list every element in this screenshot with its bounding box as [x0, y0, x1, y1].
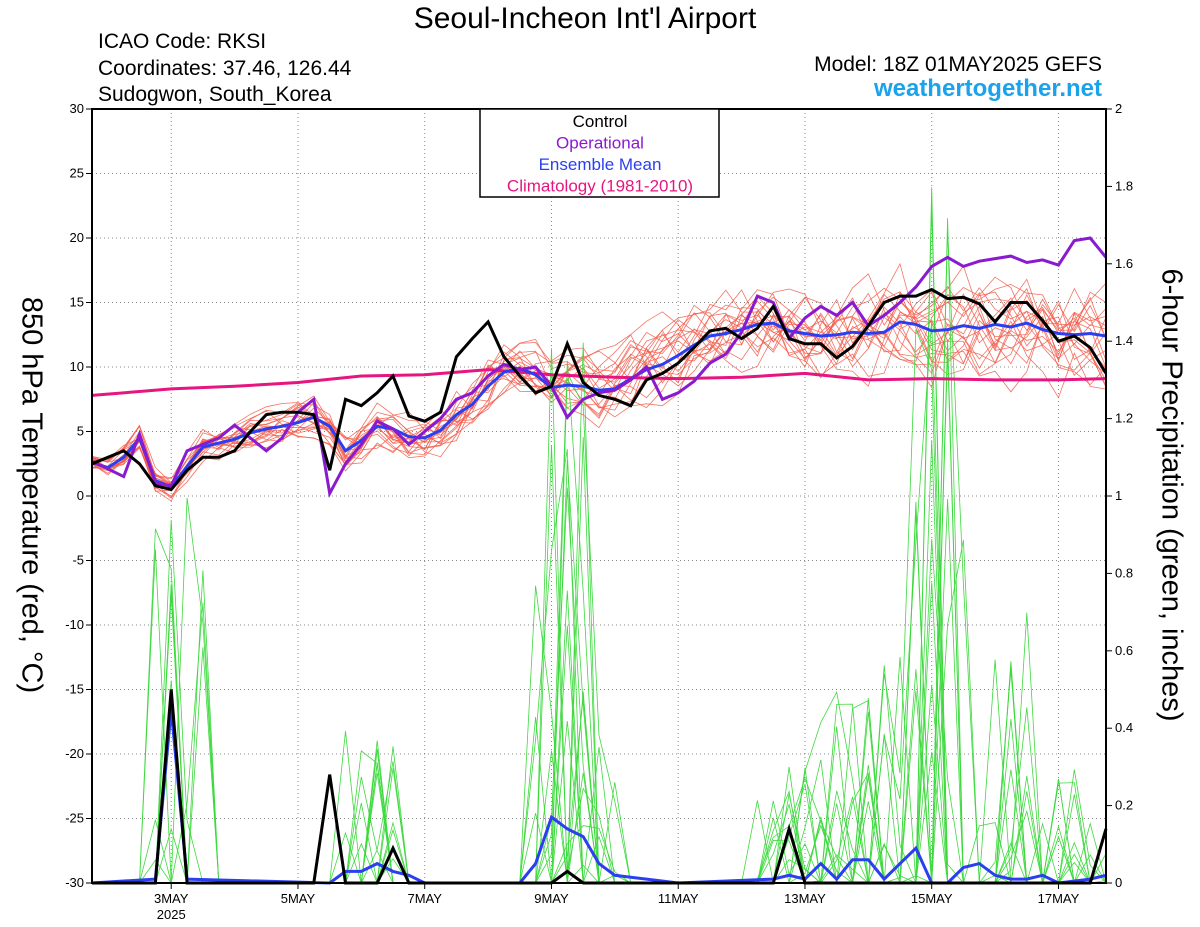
y-tick-label-right: 1	[1115, 488, 1122, 503]
x-tick-label: 7MAY	[408, 891, 443, 906]
y-tick-label-left: 10	[70, 359, 84, 374]
temperature-member-line	[91, 293, 1107, 488]
y-tick-label-right: 2	[1115, 101, 1122, 116]
ensemble-members	[91, 187, 1107, 885]
temperature-member-line	[91, 283, 1107, 480]
control-precipitation-line	[92, 689, 1108, 885]
y-tick-label-left: 5	[77, 424, 84, 439]
y-tick-label-left: 15	[70, 295, 84, 310]
y-tick-label-right: 0.8	[1115, 565, 1133, 580]
y-tick-label-right: 1.6	[1115, 256, 1133, 271]
temperature-member-line	[91, 282, 1107, 484]
x-tick-label: 13MAY	[784, 891, 826, 906]
coordinates: Coordinates: 37.46, 126.44	[98, 57, 352, 80]
y-tick-label-right: 0	[1115, 875, 1122, 890]
temperature-member-line	[91, 287, 1107, 490]
precipitation-member-line	[92, 372, 1106, 884]
precipitation-member-line	[92, 187, 1106, 884]
ensemble-mean-temperature-line	[91, 320, 1107, 489]
axis-ticks: 302520151050-5-10-15-20-25-3021.81.61.41…	[65, 101, 1133, 922]
y-tick-label-right: 1.2	[1115, 411, 1133, 426]
precipitation-member-line	[92, 528, 1107, 884]
x-tick-label: 11MAY	[658, 891, 699, 906]
legend-entry: Climatology (1981-2010)	[507, 177, 693, 196]
temperature-member-line	[91, 265, 1107, 484]
precipitation-member-line	[92, 329, 1106, 884]
x-tick-label: 9MAY	[534, 891, 569, 906]
y-tick-label-left: 30	[70, 101, 84, 116]
precipitation-member-line	[92, 339, 1107, 885]
y-tick-label-right: 1.4	[1115, 333, 1133, 348]
temperature-member-line	[91, 273, 1107, 489]
temperature-member-line	[91, 307, 1107, 484]
y-tick-label-right: 0.4	[1115, 720, 1133, 735]
legend-entry: Control	[573, 112, 628, 131]
series-lines	[91, 236, 1108, 885]
temperature-member-line	[91, 285, 1107, 485]
y-tick-label-left: 25	[70, 166, 84, 181]
temperature-member-line	[91, 287, 1107, 486]
icao-code: ICAO Code: RKSI	[98, 30, 267, 53]
legend-entry: Ensemble Mean	[539, 155, 662, 174]
precipitation-member-line	[92, 448, 1106, 884]
y-tick-label-left: -20	[65, 746, 84, 761]
site-link[interactable]: weathertogether.net	[873, 75, 1102, 102]
x-year-label: 2025	[157, 907, 186, 922]
region: Sudogwon, South_Korea	[98, 83, 332, 106]
y-tick-label-left: 0	[77, 488, 84, 503]
precipitation-member-line	[92, 445, 1106, 884]
y-tick-label-left: -10	[65, 617, 84, 632]
y-tick-label-right: 0.2	[1115, 798, 1133, 813]
y-tick-label-right: 1.8	[1115, 178, 1133, 193]
x-tick-label: 5MAY	[281, 891, 316, 906]
temperature-member-line	[91, 292, 1107, 479]
model-info: Model: 18Z 01MAY2025 GEFS	[814, 53, 1102, 76]
y-tick-label-left: 20	[70, 230, 84, 245]
temperature-member-line	[92, 276, 1107, 492]
legend-entry: Operational	[556, 134, 644, 153]
page-title: Seoul-Incheon Int'l Airport	[413, 2, 757, 35]
legend: Control Operational Ensemble Mean Climatolo…	[479, 108, 720, 198]
x-tick-label: 15MAY	[911, 891, 953, 906]
x-tick-label: 17MAY	[1038, 891, 1080, 906]
control-temperature-line	[91, 287, 1108, 492]
y-tick-label-left: -5	[72, 553, 84, 568]
y-tick-label-left: -25	[65, 811, 84, 826]
y-tick-label-left: -15	[65, 682, 84, 697]
operational-temperature-line	[91, 236, 1108, 498]
legend-box	[479, 108, 720, 198]
y-tick-label-left: -30	[65, 875, 84, 890]
climatology-line	[91, 368, 1107, 397]
x-tick-label: 3MAY	[154, 891, 189, 906]
y-tick-label-right: 0.6	[1115, 643, 1133, 658]
